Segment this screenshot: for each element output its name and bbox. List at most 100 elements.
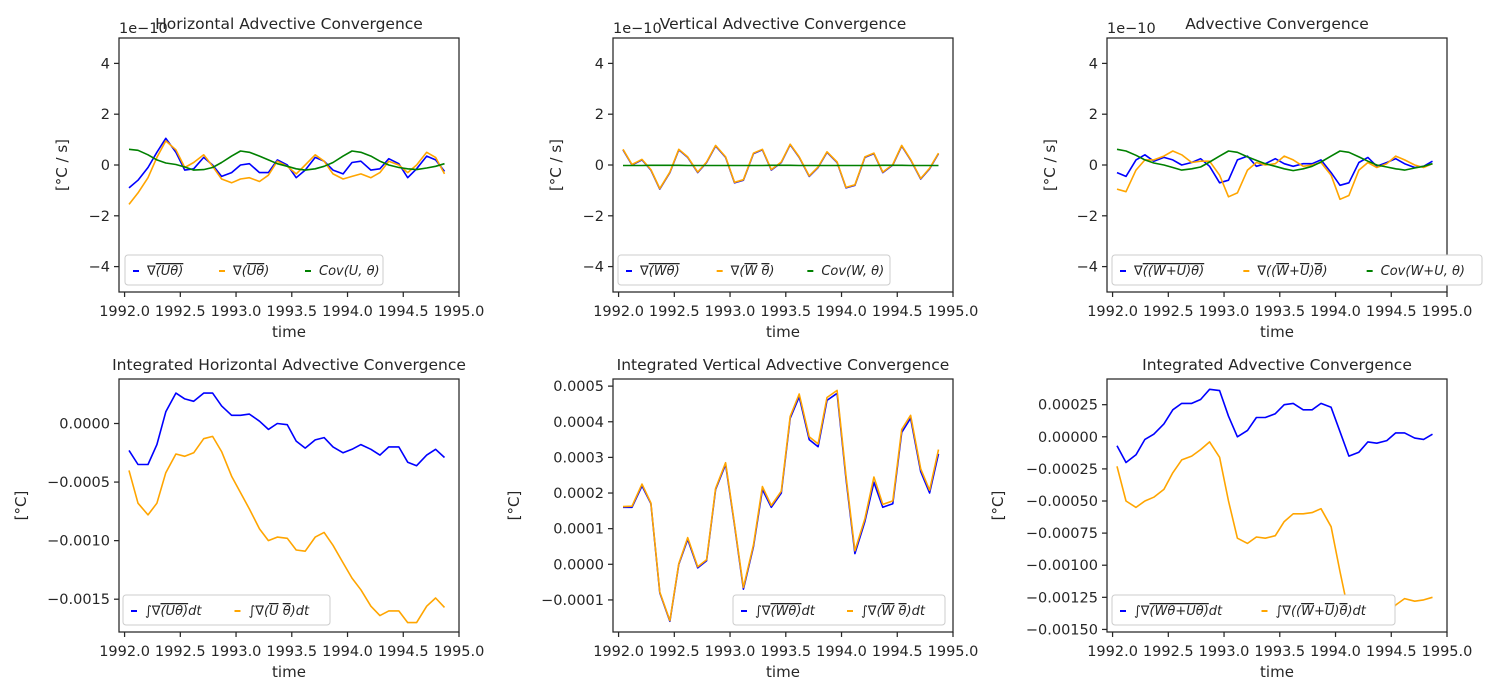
x-tick-label: 1993.5 — [266, 304, 317, 320]
legend-entry: ∫∇(Wθ+Uθ)dt — [1134, 604, 1223, 619]
x-tick-label: 1992.5 — [649, 304, 700, 320]
y-tick-label: 0.0004 — [553, 415, 604, 431]
series-line-2 — [622, 143, 940, 190]
x-tick-label: 1995.0 — [434, 644, 485, 660]
x-tick-label: 1994.0 — [322, 644, 373, 660]
chart-title: Advective Convergence — [1185, 15, 1369, 33]
x-tick-label: 1994.5 — [378, 304, 429, 320]
y-axis-label: [°C / s] — [547, 139, 565, 191]
series-line-1 — [128, 392, 446, 467]
y-tick-label: −0.0010 — [47, 534, 110, 550]
x-tick-label: 1994.5 — [872, 644, 923, 660]
x-tick-label: 1994.0 — [816, 644, 867, 660]
x-tick-label: 1994.0 — [816, 304, 867, 320]
legend-entry: Cov(W, θ) — [821, 264, 884, 279]
x-tick-label: 1992.5 — [155, 304, 206, 320]
chart-title: Integrated Vertical Advective Convergenc… — [617, 356, 950, 374]
series-line-1 — [1116, 154, 1433, 187]
y-tick-label: 0.0003 — [553, 450, 604, 466]
y-tick-label: 0.0000 — [553, 557, 604, 573]
subplot-3: 1992.0 1992.5 1993.0 1993.5 1994.0 1994.5 1995… — [1041, 15, 1483, 341]
y-tick-label: −2 — [1077, 209, 1098, 225]
y-tick-label: −2 — [89, 209, 110, 225]
y-tick-label: 4 — [1089, 56, 1098, 72]
y-tick-label: −0.0001 — [541, 593, 604, 609]
series-line-1 — [128, 137, 446, 189]
legend: ∇((W+U)θ) ∇((W+U)θ) Cov(W+U, θ) — [1111, 254, 1483, 286]
x-tick-label: 1992.0 — [593, 644, 644, 660]
x-tick-label: 1993.5 — [760, 644, 811, 660]
chart-title: Integrated Advective Convergence — [1142, 356, 1412, 374]
subplot-4: 1992.0 1992.5 1993.0 1993.5 1994.0 1994.5 1995… — [12, 356, 484, 681]
y-tick-label: −0.00025 — [1026, 462, 1098, 478]
x-axis-label: time — [766, 323, 800, 341]
y-tick-label: 0.00025 — [1038, 398, 1098, 414]
subplot-5: 1992.0 1992.5 1993.0 1993.5 1994.0 1994.5 1995… — [505, 356, 978, 681]
series-line-2 — [622, 389, 940, 622]
x-tick-label: 1994.0 — [322, 304, 373, 320]
x-axis-label: time — [1260, 663, 1294, 681]
axes-frame — [612, 378, 954, 633]
y-tick-label: −2 — [583, 209, 604, 225]
x-tick-label: 1994.5 — [872, 304, 923, 320]
y-tick-label: −4 — [583, 260, 604, 276]
x-tick-label: 1995.0 — [928, 304, 979, 320]
x-axis-label: time — [272, 663, 306, 681]
y-tick-label: 0 — [1089, 158, 1098, 174]
x-tick-label: 1993.0 — [1199, 644, 1250, 660]
y-tick-label: 2 — [1089, 107, 1098, 123]
series-line-1 — [1116, 388, 1433, 464]
x-tick-label: 1993.0 — [211, 644, 262, 660]
y-tick-label: 2 — [595, 107, 604, 123]
legend-entry: Cov(W+U, θ) — [1381, 264, 1465, 279]
series-line-2 — [128, 140, 446, 205]
x-tick-label: 1995.0 — [434, 304, 485, 320]
x-tick-label: 1993.5 — [1254, 304, 1305, 320]
x-tick-label: 1993.0 — [705, 644, 756, 660]
x-tick-label: 1993.5 — [1254, 644, 1305, 660]
axes-frame — [118, 37, 460, 293]
y-tick-label: −0.0005 — [47, 475, 110, 491]
y-axis-label: [°C / s] — [53, 139, 71, 191]
y-axis-label: [°C] — [989, 491, 1007, 521]
axes-frame — [1106, 37, 1448, 293]
x-tick-label: 1992.0 — [99, 644, 150, 660]
legend: ∇(Wθ) ∇(W θ) Cov(W, θ) — [617, 254, 891, 286]
y-tick-label: 4 — [101, 56, 110, 72]
axes-frame — [1106, 378, 1448, 633]
x-tick-label: 1992.5 — [649, 644, 700, 660]
x-axis-label: time — [766, 663, 800, 681]
legend: ∫∇(Wθ)dt ∫∇(W θ)dt — [732, 594, 946, 626]
x-tick-label: 1993.5 — [266, 644, 317, 660]
legend-entry: ∇((W+U)θ) — [1133, 264, 1204, 279]
series-line-1 — [622, 143, 940, 190]
x-tick-label: 1992.5 — [1143, 304, 1194, 320]
y-tick-label: 4 — [595, 56, 604, 72]
chart-title: Vertical Advective Convergence — [660, 15, 907, 33]
x-tick-label: 1992.5 — [155, 644, 206, 660]
legend-entry: ∇(W θ) — [730, 264, 775, 279]
y-tick-label: −0.0015 — [47, 592, 110, 608]
y-tick-label: −4 — [1077, 260, 1098, 276]
legend-box — [1111, 254, 1483, 286]
legend-box — [617, 254, 891, 286]
chart-title: Integrated Horizontal Advective Converge… — [112, 356, 466, 374]
legend-box — [122, 594, 331, 626]
legend: ∫∇(Wθ+Uθ)dt ∫∇((W+U)θ)dt — [1111, 594, 1396, 626]
y-tick-label: 0 — [595, 158, 604, 174]
x-tick-label: 1993.0 — [1199, 304, 1250, 320]
y-tick-label: 0 — [101, 158, 110, 174]
offset-text: 1e−10 — [613, 21, 662, 37]
y-tick-label: 0.0002 — [553, 486, 604, 502]
x-tick-label: 1992.0 — [1087, 304, 1138, 320]
legend-entry: ∫∇(Uθ)dt — [145, 604, 202, 619]
x-axis-label: time — [272, 323, 306, 341]
legend: ∇(Uθ) ∇(Uθ) Cov(U, θ) — [124, 254, 384, 286]
y-tick-label: 0.0001 — [553, 522, 604, 538]
x-tick-label: 1992.5 — [1143, 644, 1194, 660]
y-tick-label: 0.0005 — [553, 379, 604, 395]
legend-box — [124, 254, 384, 286]
subplot-1: 1992.0 1992.5 1993.0 1993.5 1994.0 1994.5 1995… — [53, 15, 484, 341]
x-tick-label: 1993.0 — [211, 304, 262, 320]
